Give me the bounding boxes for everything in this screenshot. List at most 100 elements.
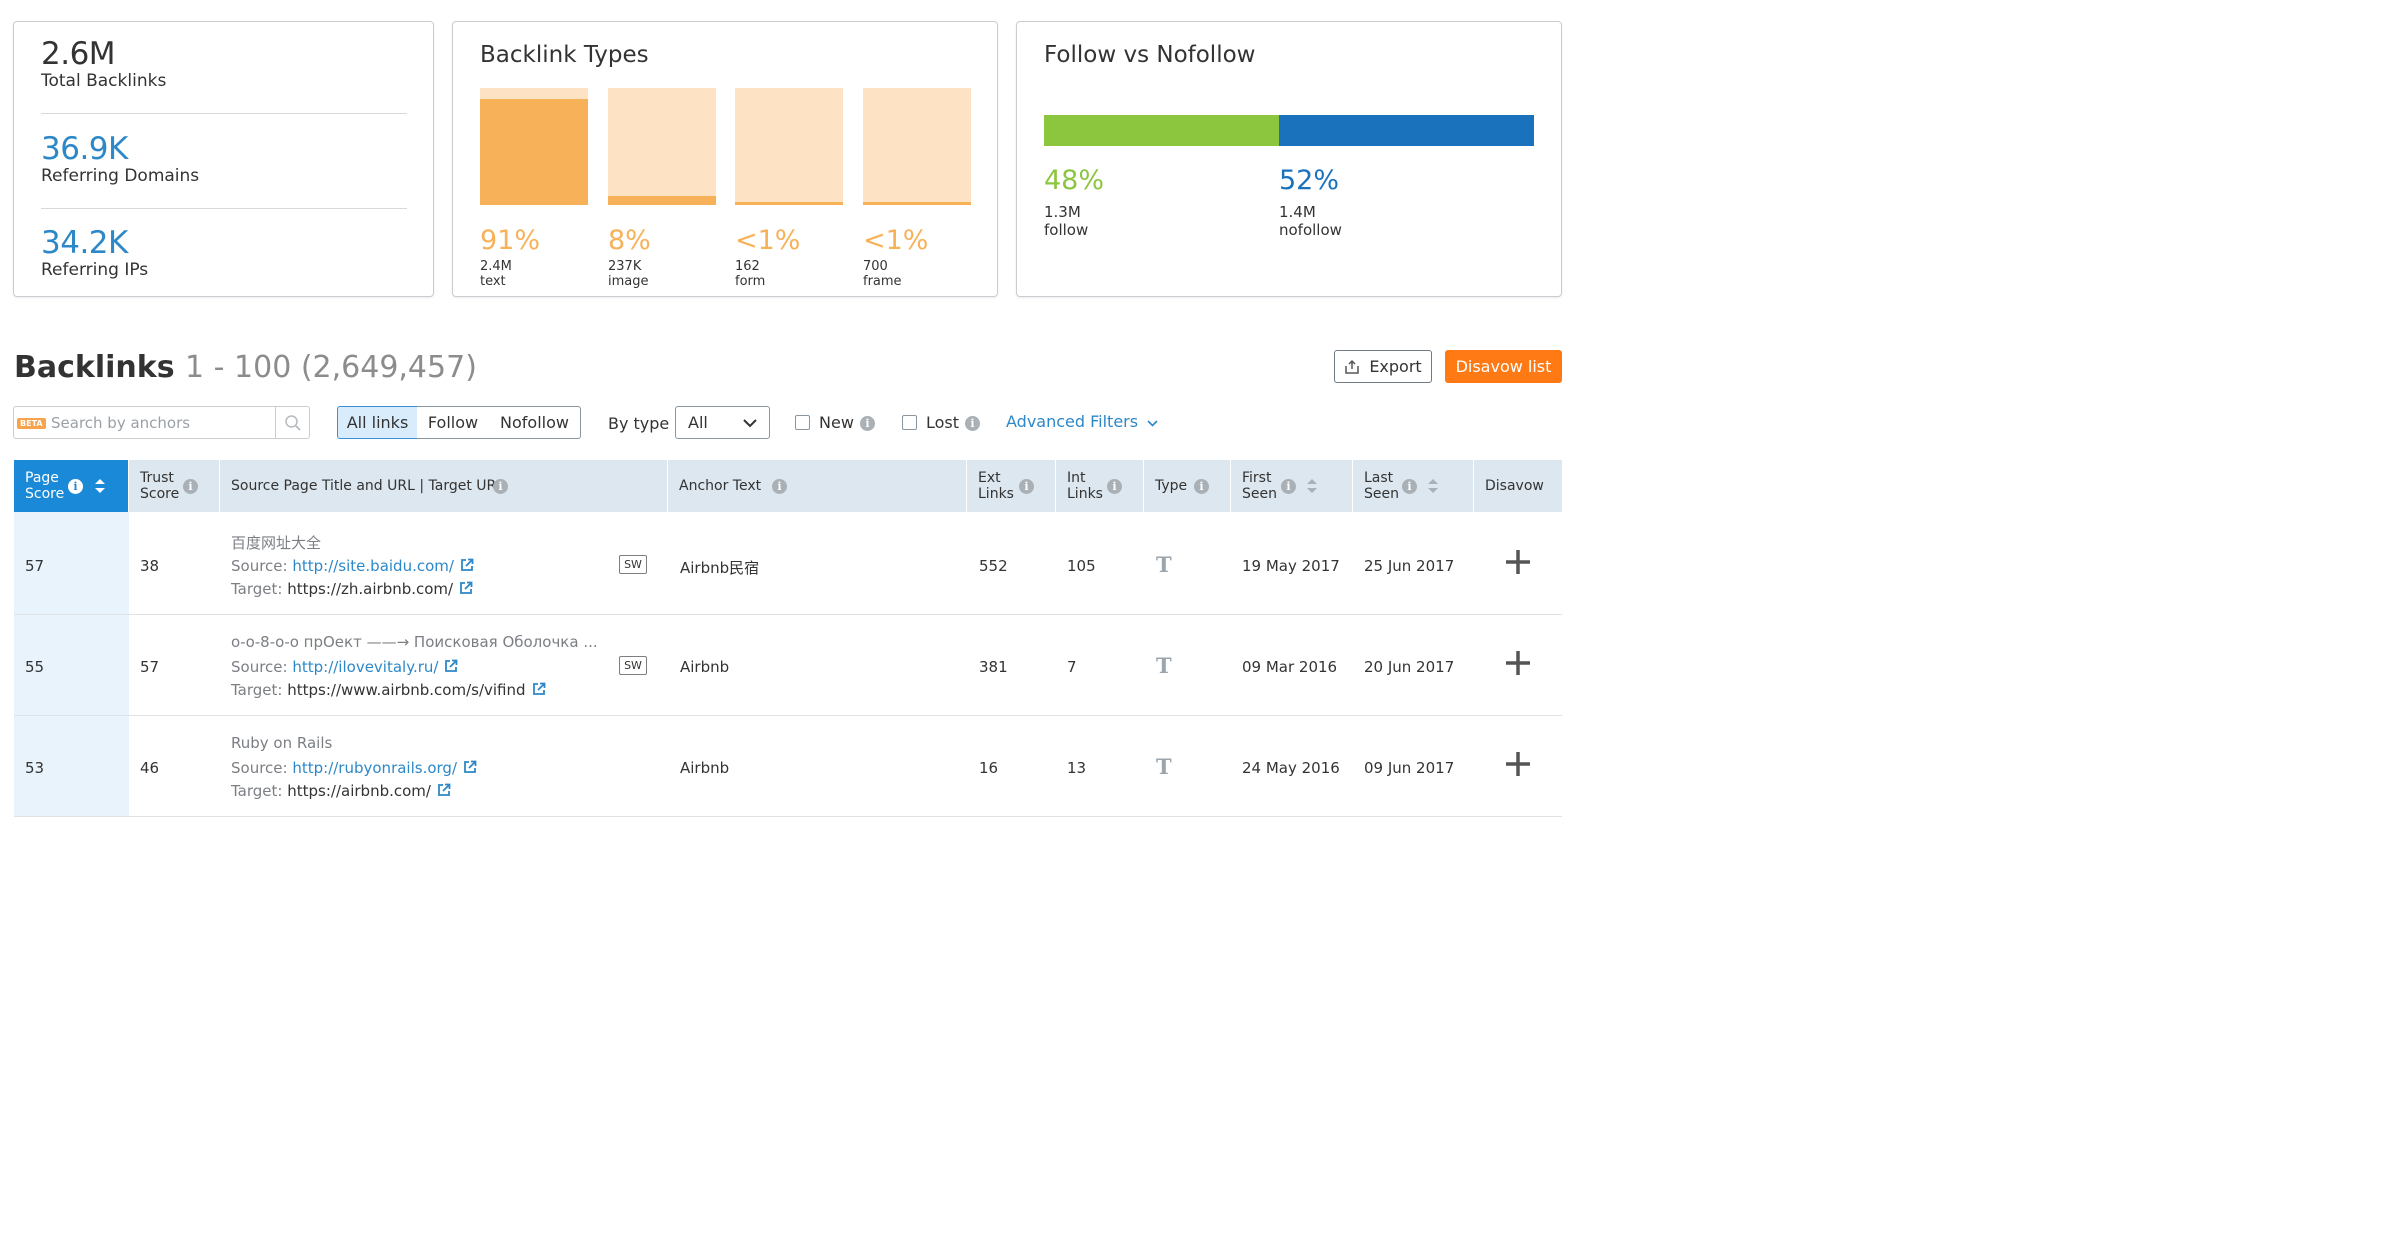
page-score-info-icon[interactable]: i <box>68 479 83 494</box>
backlink-type-bar-image[interactable] <box>608 88 716 205</box>
backlinks-title: Backlinks <box>14 350 175 385</box>
page-score-cell: 57 <box>25 557 45 575</box>
int-links-info-icon[interactable]: i <box>1107 479 1122 494</box>
anchor-header: Anchor Text <box>679 478 762 494</box>
external-link-icon[interactable] <box>532 682 546 696</box>
stats-divider <box>41 208 407 209</box>
target-url-line: Target: https://airbnb.com/ <box>231 782 451 800</box>
row-separator <box>14 816 1562 817</box>
new-info-icon[interactable]: i <box>860 416 875 431</box>
nofollow-count: 1.4M <box>1279 203 1316 221</box>
disavow-list-button[interactable]: Disavow list <box>1445 350 1562 383</box>
source-page-title: 百度网址大全 <box>231 534 322 552</box>
tab-follow[interactable]: Follow <box>417 406 490 439</box>
new-checkbox[interactable] <box>795 415 810 430</box>
referring-domains-stat[interactable]: 36.9K Referring Domains <box>41 133 199 187</box>
source-url-link[interactable]: http://rubyonrails.org/ <box>292 759 458 777</box>
column-int-links[interactable]: Int Links i <box>1056 460 1143 512</box>
backlink-type-bar-frame[interactable] <box>863 88 971 205</box>
ext-links-info-icon[interactable]: i <box>1019 479 1034 494</box>
sort-icon[interactable] <box>1427 477 1439 495</box>
tab-nofollow[interactable]: Nofollow <box>489 406 581 439</box>
external-link-icon[interactable] <box>437 783 451 797</box>
backlink-type-label: image <box>608 274 649 289</box>
first-seen-info-icon[interactable]: i <box>1281 479 1296 494</box>
external-link-icon[interactable] <box>463 760 477 774</box>
backlink-type-bar-text[interactable] <box>480 88 588 205</box>
anchor-info-icon[interactable]: i <box>772 479 787 494</box>
chevron-down-icon <box>1147 420 1158 427</box>
search-button[interactable] <box>275 407 309 438</box>
advanced-filters-link[interactable]: Advanced Filters <box>1006 412 1158 431</box>
external-link-icon[interactable] <box>444 659 458 673</box>
column-disavow: Disavow <box>1474 460 1562 512</box>
backlink-types-title: Backlink Types <box>480 42 649 68</box>
target-url[interactable]: https://www.airbnb.com/s/vifind <box>287 681 526 699</box>
disavow-add-icon[interactable] <box>1505 650 1531 676</box>
nofollow-bar-segment[interactable] <box>1279 115 1534 146</box>
column-type[interactable]: Type i <box>1144 460 1230 512</box>
beta-badge: BETA <box>17 418 46 429</box>
referring-domains-label: Referring Domains <box>41 166 200 186</box>
type-info-icon[interactable]: i <box>1194 479 1209 494</box>
target-url[interactable]: https://zh.airbnb.com/ <box>287 580 454 598</box>
first-seen-cell: 19 May 2017 <box>1242 557 1340 575</box>
column-trust-score[interactable]: Trust Score i <box>129 460 219 512</box>
backlink-type-count: 700 <box>863 259 888 274</box>
source-url-link[interactable]: http://site.baidu.com/ <box>292 557 454 575</box>
referring-ips-label: Referring IPs <box>41 260 149 280</box>
ext-links-header-line1: Ext <box>978 470 1001 486</box>
backlink-type-bar-fill <box>480 99 588 205</box>
search-input[interactable] <box>51 412 271 434</box>
referring-ips-stat[interactable]: 34.2K Referring IPs <box>41 227 148 281</box>
int-links-header-line1: Int <box>1067 470 1086 486</box>
ext-links-header-line2: Links <box>978 486 1014 502</box>
target-prefix: Target: <box>231 580 283 598</box>
external-link-icon[interactable] <box>460 558 474 572</box>
source-url-link[interactable]: http://ilovevitaly.ru/ <box>292 658 439 676</box>
trust-score-header-line2: Score <box>140 486 180 502</box>
backlink-type-bar-fill <box>608 196 716 205</box>
target-url[interactable]: https://airbnb.com/ <box>287 782 431 800</box>
backlink-type-bar-form[interactable] <box>735 88 843 205</box>
text-type-icon: T <box>1156 653 1172 678</box>
external-link-icon[interactable] <box>459 581 473 595</box>
int-links-header-line2: Links <box>1067 486 1103 502</box>
page-score-column-highlight <box>14 512 129 816</box>
type-select[interactable]: All <box>675 406 770 439</box>
referring-domains-value: 36.9K <box>41 131 128 167</box>
follow-bar-segment[interactable] <box>1044 115 1280 146</box>
column-ext-links[interactable]: Ext Links i <box>967 460 1055 512</box>
export-button[interactable]: Export <box>1334 350 1432 383</box>
column-page-score[interactable]: Page Score i <box>14 460 128 512</box>
column-first-seen[interactable]: First Seen i <box>1231 460 1352 512</box>
source-url-line: Source: http://ilovevitaly.ru/ <box>231 658 458 676</box>
disavow-add-icon[interactable] <box>1505 751 1531 777</box>
trust-score-cell: 38 <box>140 557 160 575</box>
sort-icon[interactable] <box>94 477 106 495</box>
tab-all-links[interactable]: All links <box>337 406 418 439</box>
lost-checkbox[interactable] <box>902 415 917 430</box>
source-page-title: о-о-8-о-о прОект ——→ Поисковая Оболочка … <box>231 633 598 651</box>
last-seen-cell: 25 Jun 2017 <box>1364 557 1455 575</box>
sw-badge[interactable]: SW <box>619 656 647 675</box>
lost-info-icon[interactable]: i <box>965 416 980 431</box>
trust-score-info-icon[interactable]: i <box>183 479 198 494</box>
column-anchor[interactable]: Anchor Text i <box>668 460 966 512</box>
sort-icon[interactable] <box>1306 477 1318 495</box>
last-seen-info-icon[interactable]: i <box>1402 479 1417 494</box>
backlink-types-card: Backlink Types 91% 2.4M text 8% 237K image <1%… <box>452 21 998 297</box>
column-source[interactable]: Source Page Title and URL | Target URL i <box>220 460 667 512</box>
type-select-value: All <box>688 413 708 432</box>
sw-badge[interactable]: SW <box>619 555 647 574</box>
trust-score-cell: 57 <box>140 658 160 676</box>
anchor-text-cell: Airbnb <box>680 658 730 676</box>
source-info-icon[interactable]: i <box>493 479 508 494</box>
total-backlinks-stat[interactable]: 2.6M Total Backlinks <box>41 38 166 92</box>
column-last-seen[interactable]: Last Seen i <box>1353 460 1473 512</box>
disavow-add-icon[interactable] <box>1505 549 1531 575</box>
row-separator <box>14 614 1562 615</box>
source-prefix: Source: <box>231 759 288 777</box>
follow-count: 1.3M <box>1044 203 1081 221</box>
backlinks-range: 1 - 100 (2,649,457) <box>185 350 477 385</box>
